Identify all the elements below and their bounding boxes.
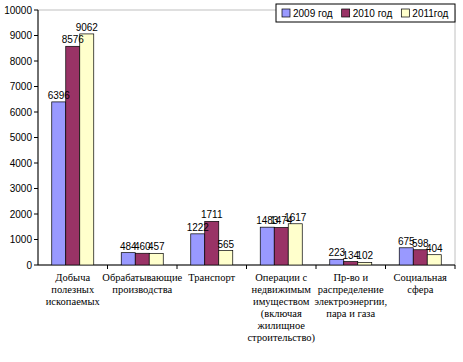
- x-tick-label-line: распределение: [318, 284, 384, 295]
- data-label: 9062: [76, 22, 99, 33]
- x-tick-label-line: электроэнергии,: [314, 296, 387, 307]
- x-tick-label-line: полезных: [51, 284, 95, 295]
- x-tick: [246, 265, 247, 269]
- data-labels: 6396857690624844604571222171156514831474…: [48, 22, 443, 261]
- x-tick-label-line: производства: [112, 284, 172, 295]
- bar: [399, 248, 413, 265]
- x-tick-label-line: сфера: [407, 284, 434, 295]
- bar: [260, 227, 274, 265]
- bar: [121, 253, 135, 265]
- legend-label: 2011год: [412, 8, 448, 19]
- y-tick: [34, 61, 38, 62]
- plot-area: [38, 10, 455, 265]
- data-label: 565: [217, 239, 234, 250]
- x-tick-label: Транспорт: [188, 272, 235, 283]
- y-tick-label: 0: [26, 260, 32, 271]
- x-tick-label-line: (включая: [261, 308, 302, 320]
- legend-label: 2009 год: [293, 8, 333, 19]
- x-tick: [316, 265, 317, 269]
- legend-swatch: [401, 9, 409, 17]
- y-tick-label: 8000: [10, 56, 33, 67]
- x-tick-label: Добычаполезныхископаемых: [46, 272, 101, 307]
- y-tick: [34, 35, 38, 36]
- y-tick-label: 2000: [10, 209, 33, 220]
- x-tick: [455, 265, 456, 269]
- y-tick-label: 4000: [10, 158, 33, 169]
- x-tick-label-line: ископаемых: [46, 296, 101, 307]
- x-tick-label: Социальнаясфера: [394, 272, 448, 295]
- bar: [344, 262, 358, 265]
- legend-label: 2010 год: [353, 8, 393, 19]
- y-tick: [34, 137, 38, 138]
- data-label: 8576: [62, 34, 85, 45]
- x-tick-label-line: пара и газа: [326, 308, 375, 319]
- x-tick-label-line: Социальная: [394, 272, 448, 283]
- x-tick-label-line: Операции с: [255, 272, 307, 283]
- x-tick-label-line: жилищное: [257, 320, 306, 331]
- data-label: 1222: [187, 222, 210, 233]
- y-tick-label: 1000: [10, 234, 33, 245]
- x-tick-label: Операции снедвижимымимуществом(включаяжи…: [247, 272, 315, 344]
- y-tick-label: 9000: [10, 30, 33, 41]
- bar: [288, 224, 302, 265]
- legend-swatch: [282, 9, 290, 17]
- y-tick: [34, 265, 38, 266]
- data-label: 457: [148, 241, 165, 252]
- bar: [427, 255, 441, 265]
- x-tick-label-line: Транспорт: [188, 272, 235, 283]
- legend: 2009 год 2010 год 2011год: [276, 4, 455, 22]
- bar: [191, 234, 205, 265]
- x-tick-label-line: имуществом: [253, 296, 310, 307]
- bar: [149, 253, 163, 265]
- legend-swatch: [342, 9, 350, 17]
- x-tick: [385, 265, 386, 269]
- bars: [52, 34, 442, 265]
- x-tick-label-line: Пр-во и: [333, 272, 368, 283]
- data-label: 1617: [284, 212, 307, 223]
- data-label: 6396: [48, 90, 71, 101]
- y-tick: [34, 214, 38, 215]
- chart: 0 1000 2000 3000 4000 5000 6000 7000 8000 9000 100…: [0, 0, 463, 362]
- x-tick-label: Обрабатывающиепроизводства: [102, 272, 182, 295]
- y-tick-label: 3000: [10, 183, 33, 194]
- x-tick-label-line: Обрабатывающие: [102, 272, 182, 283]
- data-label: 404: [426, 243, 443, 254]
- x-tick-label-line: недвижимым: [252, 284, 312, 295]
- y-tick-label: 6000: [10, 107, 33, 118]
- x-tick-label-line: строительство): [247, 332, 315, 344]
- bar: [66, 46, 80, 265]
- x-tick-label-line: Добыча: [55, 272, 90, 283]
- data-label: 1711: [201, 209, 223, 220]
- y-tick: [34, 163, 38, 164]
- bar: [135, 253, 149, 265]
- y-tick: [34, 188, 38, 189]
- y-tick-label: 10000: [4, 5, 32, 16]
- y-tick: [34, 86, 38, 87]
- y-tick: [34, 112, 38, 113]
- y-tick: [34, 239, 38, 240]
- legend-box: [276, 4, 455, 22]
- x-tick: [177, 265, 178, 269]
- bar: [52, 102, 66, 265]
- bar: [219, 251, 233, 265]
- y-tick-label: 7000: [10, 81, 33, 92]
- bar: [80, 34, 94, 265]
- x-tick-label: Пр-во ираспределениеэлектроэнергии,пара …: [314, 272, 387, 319]
- bar: [358, 262, 372, 265]
- x-tick: [107, 265, 108, 269]
- data-label: 102: [356, 250, 373, 261]
- bar: [274, 227, 288, 265]
- y-tick-label: 5000: [10, 132, 33, 143]
- y-tick: [34, 10, 38, 11]
